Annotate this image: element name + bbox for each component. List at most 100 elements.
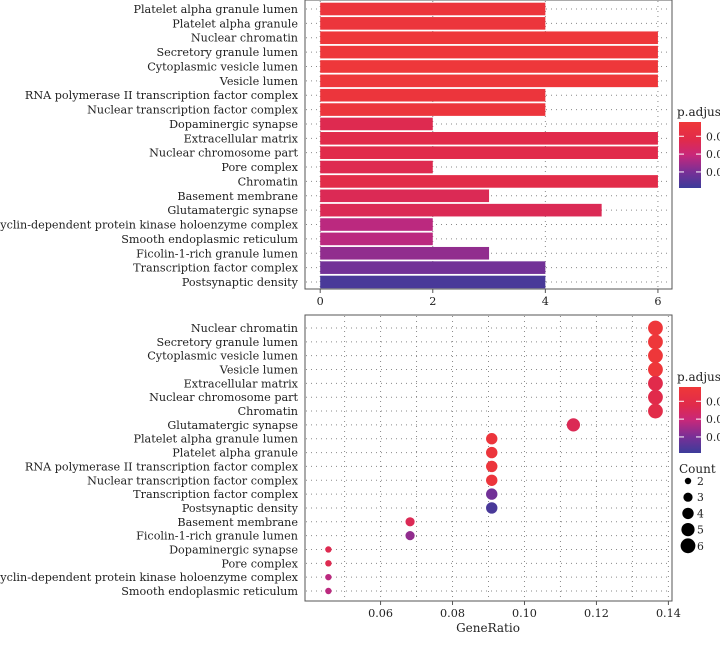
bar-legend-ticks: 0.01 0.02 0.03 <box>679 130 720 179</box>
bar-category-label: Postsynaptic density <box>182 276 299 289</box>
dot-category-label: Dopaminergic synapse <box>169 543 298 556</box>
count-legend-label: 4 <box>697 507 704 520</box>
bar-colorbar-tick-label: 0.03 <box>706 166 720 179</box>
bar-category-label: Basement membrane <box>177 190 298 203</box>
bar <box>320 189 490 203</box>
bar <box>320 232 433 246</box>
count-legend-dot <box>682 507 694 520</box>
bar-category-label: Cyclin-dependent protein kinase holoenzy… <box>0 219 299 232</box>
bar-category-label: RNA polymerase II transcription factor c… <box>25 89 299 102</box>
dot-point <box>648 334 663 350</box>
count-legend-dot <box>680 538 696 554</box>
dot-point <box>405 531 415 541</box>
dot-point <box>648 375 663 391</box>
bar-category-label: Vesicle lumen <box>219 75 298 88</box>
bar-category-label: Nuclear chromosome part <box>149 147 298 160</box>
dot-category-label: Extracellular matrix <box>184 377 299 390</box>
count-legend-items: 2 3 4 5 6 <box>680 475 704 554</box>
bar-category-label: Nuclear transcription factor complex <box>87 104 299 117</box>
dot-category-label: Basement membrane <box>177 516 298 529</box>
dot-legend-title: p.adjust <box>677 370 720 384</box>
count-legend-title: Count <box>679 462 716 476</box>
bar <box>320 2 546 16</box>
dot-point <box>325 546 332 553</box>
bar-category-label: Nuclear chromatin <box>191 32 298 45</box>
count-legend-label: 2 <box>697 475 704 488</box>
dot-category-label: Glutamatergic synapse <box>167 419 298 432</box>
dot-category-label: Vesicle lumen <box>219 364 298 377</box>
dot-plot-frame <box>304 314 673 602</box>
dot-category-label: Platelet alpha granule <box>172 447 298 460</box>
dot-point <box>486 474 498 486</box>
dot-color-legend: p.adjust 0.01 0.02 0.03 <box>677 370 720 453</box>
dot-point <box>486 446 498 459</box>
dot-point <box>648 348 663 364</box>
dot-category-label: Smooth endoplasmic reticulum <box>121 585 298 598</box>
dot-point <box>648 320 663 336</box>
bar <box>320 275 546 289</box>
dot-colorbar-tick-label: 0.02 <box>706 413 720 426</box>
bar <box>320 17 546 30</box>
bar-x-axis: 0 2 4 6 <box>317 289 661 308</box>
dot-category-label: Transcription factor complex <box>133 488 299 501</box>
dot-point <box>486 488 498 500</box>
bar-category-label: Smooth endoplasmic reticulum <box>121 233 298 246</box>
dot-category-label: Chromatin <box>238 405 298 418</box>
bar-colorbar-tick-label: 0.01 <box>706 130 720 143</box>
dot-category-label: Secretory granule lumen <box>156 336 298 349</box>
bar <box>320 31 658 45</box>
dot-gridlines <box>306 316 671 600</box>
dot-point <box>325 560 332 567</box>
bar <box>320 175 658 188</box>
bar-category-label: Platelet alpha granule <box>172 17 298 30</box>
dot-point <box>325 587 332 595</box>
count-size-legend: Count 2 3 4 5 6 <box>679 462 716 554</box>
dot-x-axis-title: GeneRatio <box>456 621 520 635</box>
bar-category-label: Pore complex <box>221 161 298 174</box>
dot-point <box>486 433 498 445</box>
dot-category-label: Platelet alpha granule lumen <box>133 433 298 446</box>
dot-x-tick-label: 0.06 <box>368 607 393 620</box>
count-legend-dot <box>683 492 693 502</box>
dot-x-axis: 0.06 0.08 0.10 0.12 0.14 <box>368 601 681 620</box>
bar <box>320 74 658 88</box>
count-legend-label: 6 <box>697 540 704 553</box>
dot-category-label: RNA polymerase II transcription factor c… <box>25 460 299 473</box>
bar <box>320 203 602 217</box>
count-legend-label: 3 <box>697 491 704 504</box>
dot-category-label: Pore complex <box>221 557 298 570</box>
dot-colorbar-tick-label: 0.01 <box>706 395 720 408</box>
count-legend-label: 5 <box>697 524 704 537</box>
bar <box>320 103 546 116</box>
bar <box>320 261 546 274</box>
bar-x-tick-label: 6 <box>654 295 661 308</box>
count-legend-dot <box>681 523 695 537</box>
bar-colorbar-tick-label: 0.02 <box>706 148 720 161</box>
dot-point <box>648 362 663 377</box>
dot-x-tick-label: 0.14 <box>656 607 681 620</box>
bar-category-label: Ficolin-1-rich granule lumen <box>136 247 298 260</box>
dot-legend-ticks: 0.01 0.02 0.03 <box>679 395 720 444</box>
dot-point <box>486 502 498 514</box>
bar-category-label: Platelet alpha granule lumen <box>133 3 298 16</box>
dot-category-label: Nuclear chromatin <box>191 322 298 335</box>
bar-category-label: Cytoplasmic vesicle lumen <box>147 60 298 73</box>
dot-category-label: Postsynaptic density <box>182 502 299 515</box>
bar <box>320 117 433 131</box>
dot-point <box>486 460 498 473</box>
bar-x-tick-label: 0 <box>317 295 324 308</box>
bar <box>320 160 433 174</box>
bar-category-label: Transcription factor complex <box>133 262 299 275</box>
bar-category-label: Extracellular matrix <box>184 132 299 145</box>
bar-colorbar <box>679 122 701 188</box>
bar-marks <box>320 2 658 289</box>
bar <box>320 45 658 59</box>
dot-category-label: Ficolin-1-rich granule lumen <box>136 530 298 543</box>
bar-category-label: Glutamatergic synapse <box>167 204 298 217</box>
dot-category-label: Nuclear chromosome part <box>149 391 298 404</box>
